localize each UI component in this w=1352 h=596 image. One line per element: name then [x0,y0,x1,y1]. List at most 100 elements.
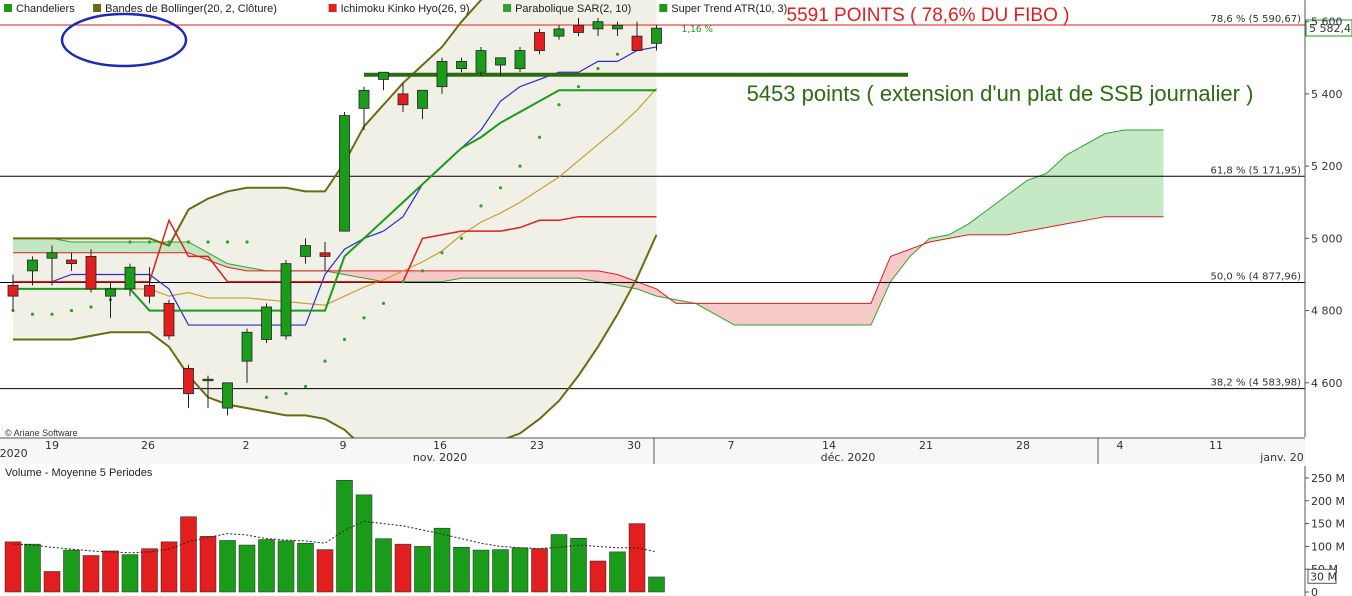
legend-swatch [503,4,512,12]
x-tick-label: janv. 20 [1259,451,1303,464]
volume-bar [531,548,548,593]
candle-body [475,50,487,73]
volume-bar [648,576,665,593]
candle-body [651,27,662,44]
volume-bar [258,539,275,593]
sar-point [401,280,405,284]
ichimoku-cloud-segment [227,263,247,271]
sar-point [128,240,132,244]
volume-bar [511,547,529,593]
volume-bar [219,540,236,593]
ichimoku-cloud-segment [890,249,910,282]
sar-point [89,305,93,309]
x-tick-label: 30 [627,439,641,452]
fibo-level-label: 61,8 % (5 171,95) [1211,165,1302,176]
sar-point [284,392,288,396]
ichimoku-cloud-segment [1105,130,1125,217]
volume-y-tick-label: 150 M [1311,518,1345,531]
volume-bar [628,523,646,593]
ichimoku-cloud-segment [500,270,520,279]
supertrend-line [13,89,657,312]
candle-body [631,35,643,51]
candle-body [66,259,77,265]
candle-body [163,302,175,337]
ichimoku-cloud-segment [1007,180,1027,235]
ichimoku-cloud-segment [32,238,52,253]
y-tick-label: 5 000 [1311,232,1343,245]
ichimoku-cloud-segment [734,303,754,326]
sar-point [206,240,210,244]
ichimoku-cloud-segment [968,209,988,235]
volume-bar [433,527,451,593]
ichimoku-cloud-segment [71,241,91,253]
legend-swatch [328,4,337,12]
volume-last-label: 30 M [1310,570,1337,583]
ichimoku-cloud-segment [1046,155,1066,228]
volume-bar [589,560,607,593]
candle-body [241,331,253,362]
x-tick-label: 4 [1117,439,1124,452]
sar-point [30,312,35,316]
sar-point [459,236,464,240]
x-tick-label: t. 2020 [0,447,28,460]
volume-bar [63,549,80,593]
bollinger-band-fill [13,0,657,459]
candle-body [339,115,350,232]
candle-body [46,252,58,259]
ichimoku-cloud-segment [1144,130,1164,217]
ichimoku-cloud-segment [169,241,189,253]
sar-point [147,240,152,244]
x-tick-label: nov. 2020 [413,451,467,464]
sar-point [225,240,230,244]
ichimoku-cloud-segment [1124,130,1144,217]
sar-point [362,316,366,320]
legend-label: Super Trend ATR(10, 3) [671,3,787,15]
ichimoku-cloud-segment [13,238,33,253]
x-tick-label: 16 [433,439,447,452]
volume-bar [82,555,100,593]
legend-swatch [93,4,102,12]
sar-point [576,85,581,89]
candle-body [319,252,331,257]
candle-body [222,382,233,409]
sar-point [186,240,191,244]
volume-bar [355,494,373,593]
candle-body [378,71,389,80]
candle-body [358,89,370,109]
ichimoku-cloud-segment [52,238,72,253]
x-axis-band [0,438,1305,464]
volume-bar [550,534,568,593]
ichimoku-cloud-segment [481,270,501,279]
volume-title: Volume - Moyenne 5 Periodes [5,467,153,479]
ichimoku-cloud-segment [832,303,852,326]
ichimoku-cloud-segment [559,270,579,279]
candle-body [202,378,214,382]
y-tick-label: 5 200 [1311,160,1343,173]
volume-y-tick-label: 250 M [1311,472,1345,485]
ichimoku-cloud-segment [637,281,657,297]
volume-bar [297,542,314,593]
ichimoku-cloud-segment [1027,173,1047,232]
sar-point [596,67,600,71]
volume-bar [316,549,334,593]
senkou-span-a-line [13,129,1164,326]
volume-last-box [1307,568,1337,584]
last-price-box [1305,19,1352,37]
bollinger-upper-line [13,0,483,247]
volume-bar [375,538,392,593]
volume-bar [180,516,197,593]
candle-body [124,266,136,290]
volume-y-tick-label: 0 [1311,586,1318,596]
ichimoku-cloud-segment [110,241,130,253]
candle-body [27,259,38,272]
candle-body [85,256,97,290]
volume-bar [121,554,139,593]
sar-point [69,308,74,313]
fibo-level-label: 38,2 % (4 583,98) [1211,378,1302,389]
x-tick-label: 7 [728,439,735,452]
sar-point [615,52,620,56]
sar-point [440,251,444,255]
sar-point [264,395,269,399]
